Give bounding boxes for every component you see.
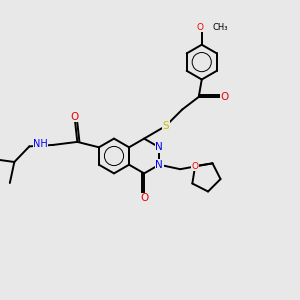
Text: N: N — [155, 160, 163, 170]
Text: O: O — [197, 23, 204, 32]
Text: O: O — [221, 92, 229, 102]
Text: O: O — [192, 162, 199, 171]
Text: S: S — [162, 121, 169, 131]
Text: CH₃: CH₃ — [212, 23, 228, 32]
Text: O: O — [70, 112, 79, 122]
Text: O: O — [140, 193, 148, 203]
Text: N: N — [155, 142, 163, 152]
Text: NH: NH — [33, 139, 48, 149]
